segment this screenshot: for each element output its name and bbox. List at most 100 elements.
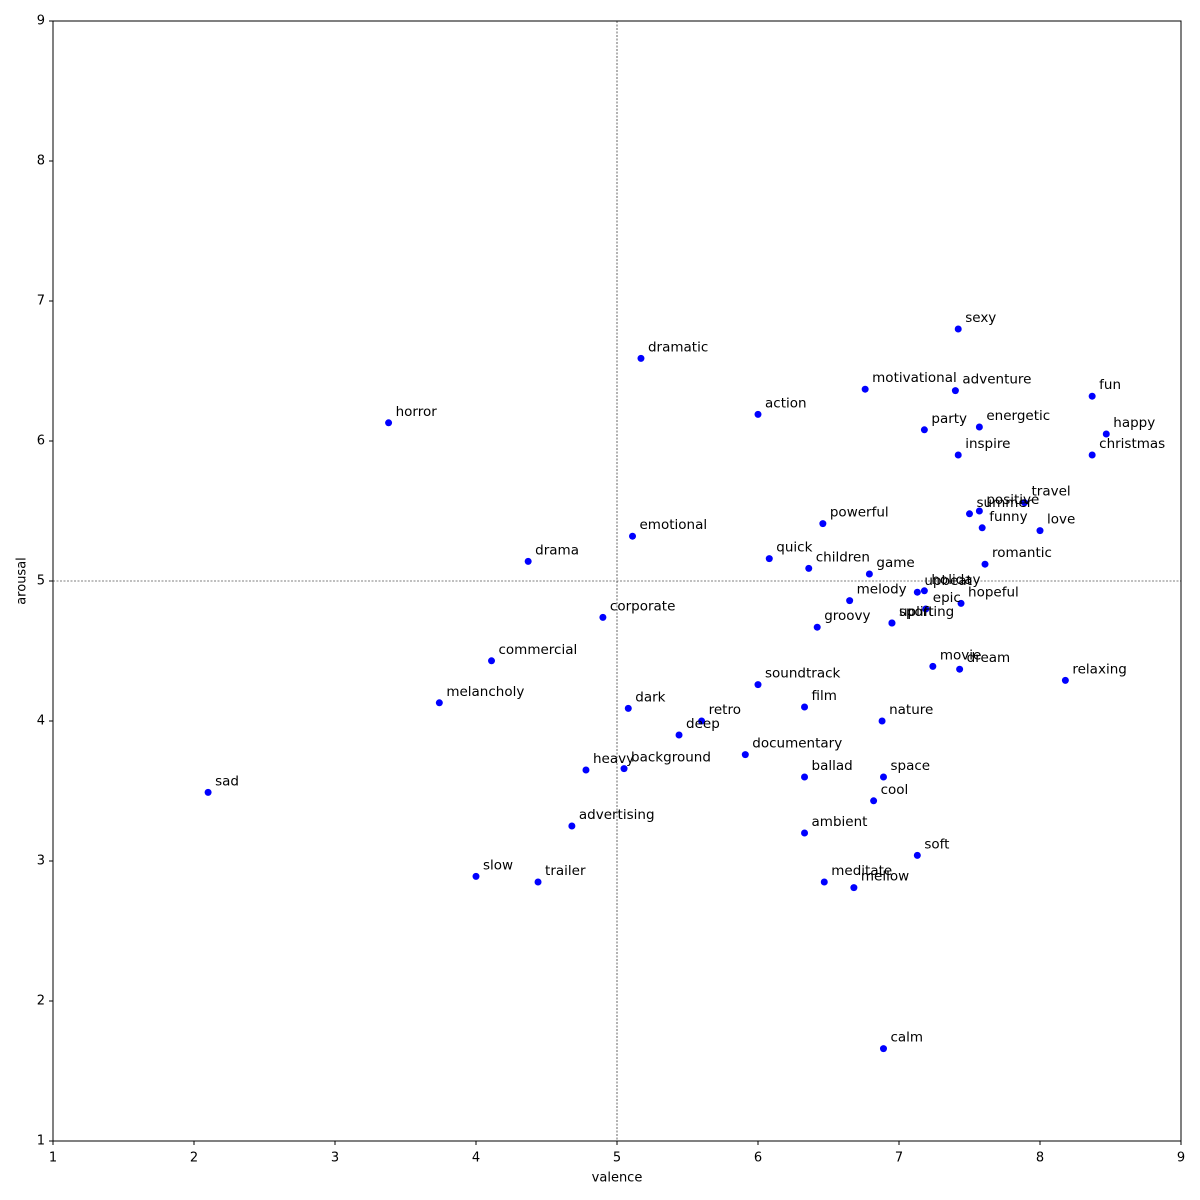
point <box>920 587 928 595</box>
point <box>675 731 683 739</box>
point <box>957 599 965 607</box>
point <box>620 765 628 773</box>
point-label: film <box>812 688 837 704</box>
point <box>435 699 443 707</box>
point-label: upbeat <box>924 573 972 589</box>
point-label: quick <box>776 540 812 556</box>
point <box>582 766 590 774</box>
x-tick-label: 7 <box>895 1151 903 1166</box>
point-label: love <box>1047 512 1075 528</box>
point-label: slow <box>483 857 513 873</box>
point <box>850 884 858 892</box>
point-label: funny <box>989 509 1027 525</box>
point <box>524 557 532 565</box>
x-tick-label: 4 <box>472 1151 480 1166</box>
point-label: travel <box>1031 484 1070 500</box>
point <box>975 507 983 515</box>
point-label: ambient <box>812 814 868 830</box>
y-tick-label: 5 <box>37 574 45 589</box>
point <box>472 872 480 880</box>
point <box>741 751 749 759</box>
point-label: sport <box>899 604 934 620</box>
point <box>805 564 813 572</box>
point <box>813 623 821 631</box>
point <box>879 1045 887 1053</box>
point <box>599 613 607 621</box>
point-label: summer <box>977 495 1033 511</box>
point-label: commercial <box>499 642 578 658</box>
point <box>801 703 809 711</box>
point-label: dramatic <box>648 339 708 355</box>
point <box>846 597 854 605</box>
point <box>922 605 930 613</box>
point-label: horror <box>396 404 438 420</box>
point <box>629 532 637 540</box>
point <box>1020 499 1028 507</box>
y-tick-label: 9 <box>37 14 45 29</box>
point <box>954 325 962 333</box>
point-label: documentary <box>752 736 842 752</box>
point-label: party <box>931 411 967 427</box>
point <box>954 451 962 459</box>
point <box>956 665 964 673</box>
point-label: nature <box>889 702 933 718</box>
y-tick-label: 7 <box>37 294 45 309</box>
y-tick-label: 6 <box>37 434 45 449</box>
point-label: happy <box>1113 415 1155 431</box>
point-label: romantic <box>992 545 1052 561</box>
point <box>637 354 645 362</box>
point <box>870 797 878 805</box>
point <box>865 570 873 578</box>
point <box>801 773 809 781</box>
point-label: energetic <box>986 408 1050 424</box>
point-label: background <box>631 750 711 766</box>
point <box>385 419 393 427</box>
point-label: sad <box>215 773 239 789</box>
x-tick-label: 1 <box>49 1151 57 1166</box>
point <box>488 657 496 665</box>
point-label: dream <box>967 650 1011 666</box>
point-label: emotional <box>640 517 708 533</box>
point <box>920 426 928 434</box>
y-tick-label: 8 <box>37 154 45 169</box>
point <box>1061 676 1069 684</box>
point-label: children <box>816 549 870 565</box>
y-axis-label: arousal <box>15 557 30 605</box>
point <box>819 520 827 528</box>
point <box>913 851 921 859</box>
point <box>754 410 762 418</box>
point-label: mellow <box>861 869 909 885</box>
x-tick-label: 2 <box>190 1151 198 1166</box>
point <box>951 387 959 395</box>
point <box>1088 392 1096 400</box>
point <box>534 878 542 886</box>
point-label: cool <box>881 782 909 798</box>
point-label: sexy <box>965 310 996 326</box>
point-label: christmas <box>1099 436 1165 452</box>
point-label: inspire <box>965 436 1010 452</box>
point-label: game <box>876 555 914 571</box>
point <box>978 524 986 532</box>
point <box>1088 451 1096 459</box>
x-tick-label: 6 <box>754 1151 762 1166</box>
point-label: fun <box>1099 377 1121 393</box>
point-label: dark <box>635 689 665 705</box>
point <box>754 681 762 689</box>
point-label: drama <box>535 542 579 558</box>
point-label: groovy <box>824 608 870 624</box>
point-label: corporate <box>610 598 675 614</box>
x-axis-label: valence <box>592 1171 643 1186</box>
point <box>568 822 576 830</box>
point-label: melody <box>857 582 907 598</box>
y-tick-label: 2 <box>37 994 45 1009</box>
y-tick-label: 1 <box>37 1134 45 1149</box>
point-label: motivational <box>872 370 957 386</box>
x-tick-label: 5 <box>613 1151 621 1166</box>
point-label: positive <box>986 492 1039 508</box>
point-label: epic <box>933 590 961 606</box>
point <box>878 717 886 725</box>
point-label: adventure <box>962 372 1031 388</box>
point <box>765 555 773 563</box>
point <box>1036 527 1044 535</box>
point-label: heavy <box>593 751 634 767</box>
